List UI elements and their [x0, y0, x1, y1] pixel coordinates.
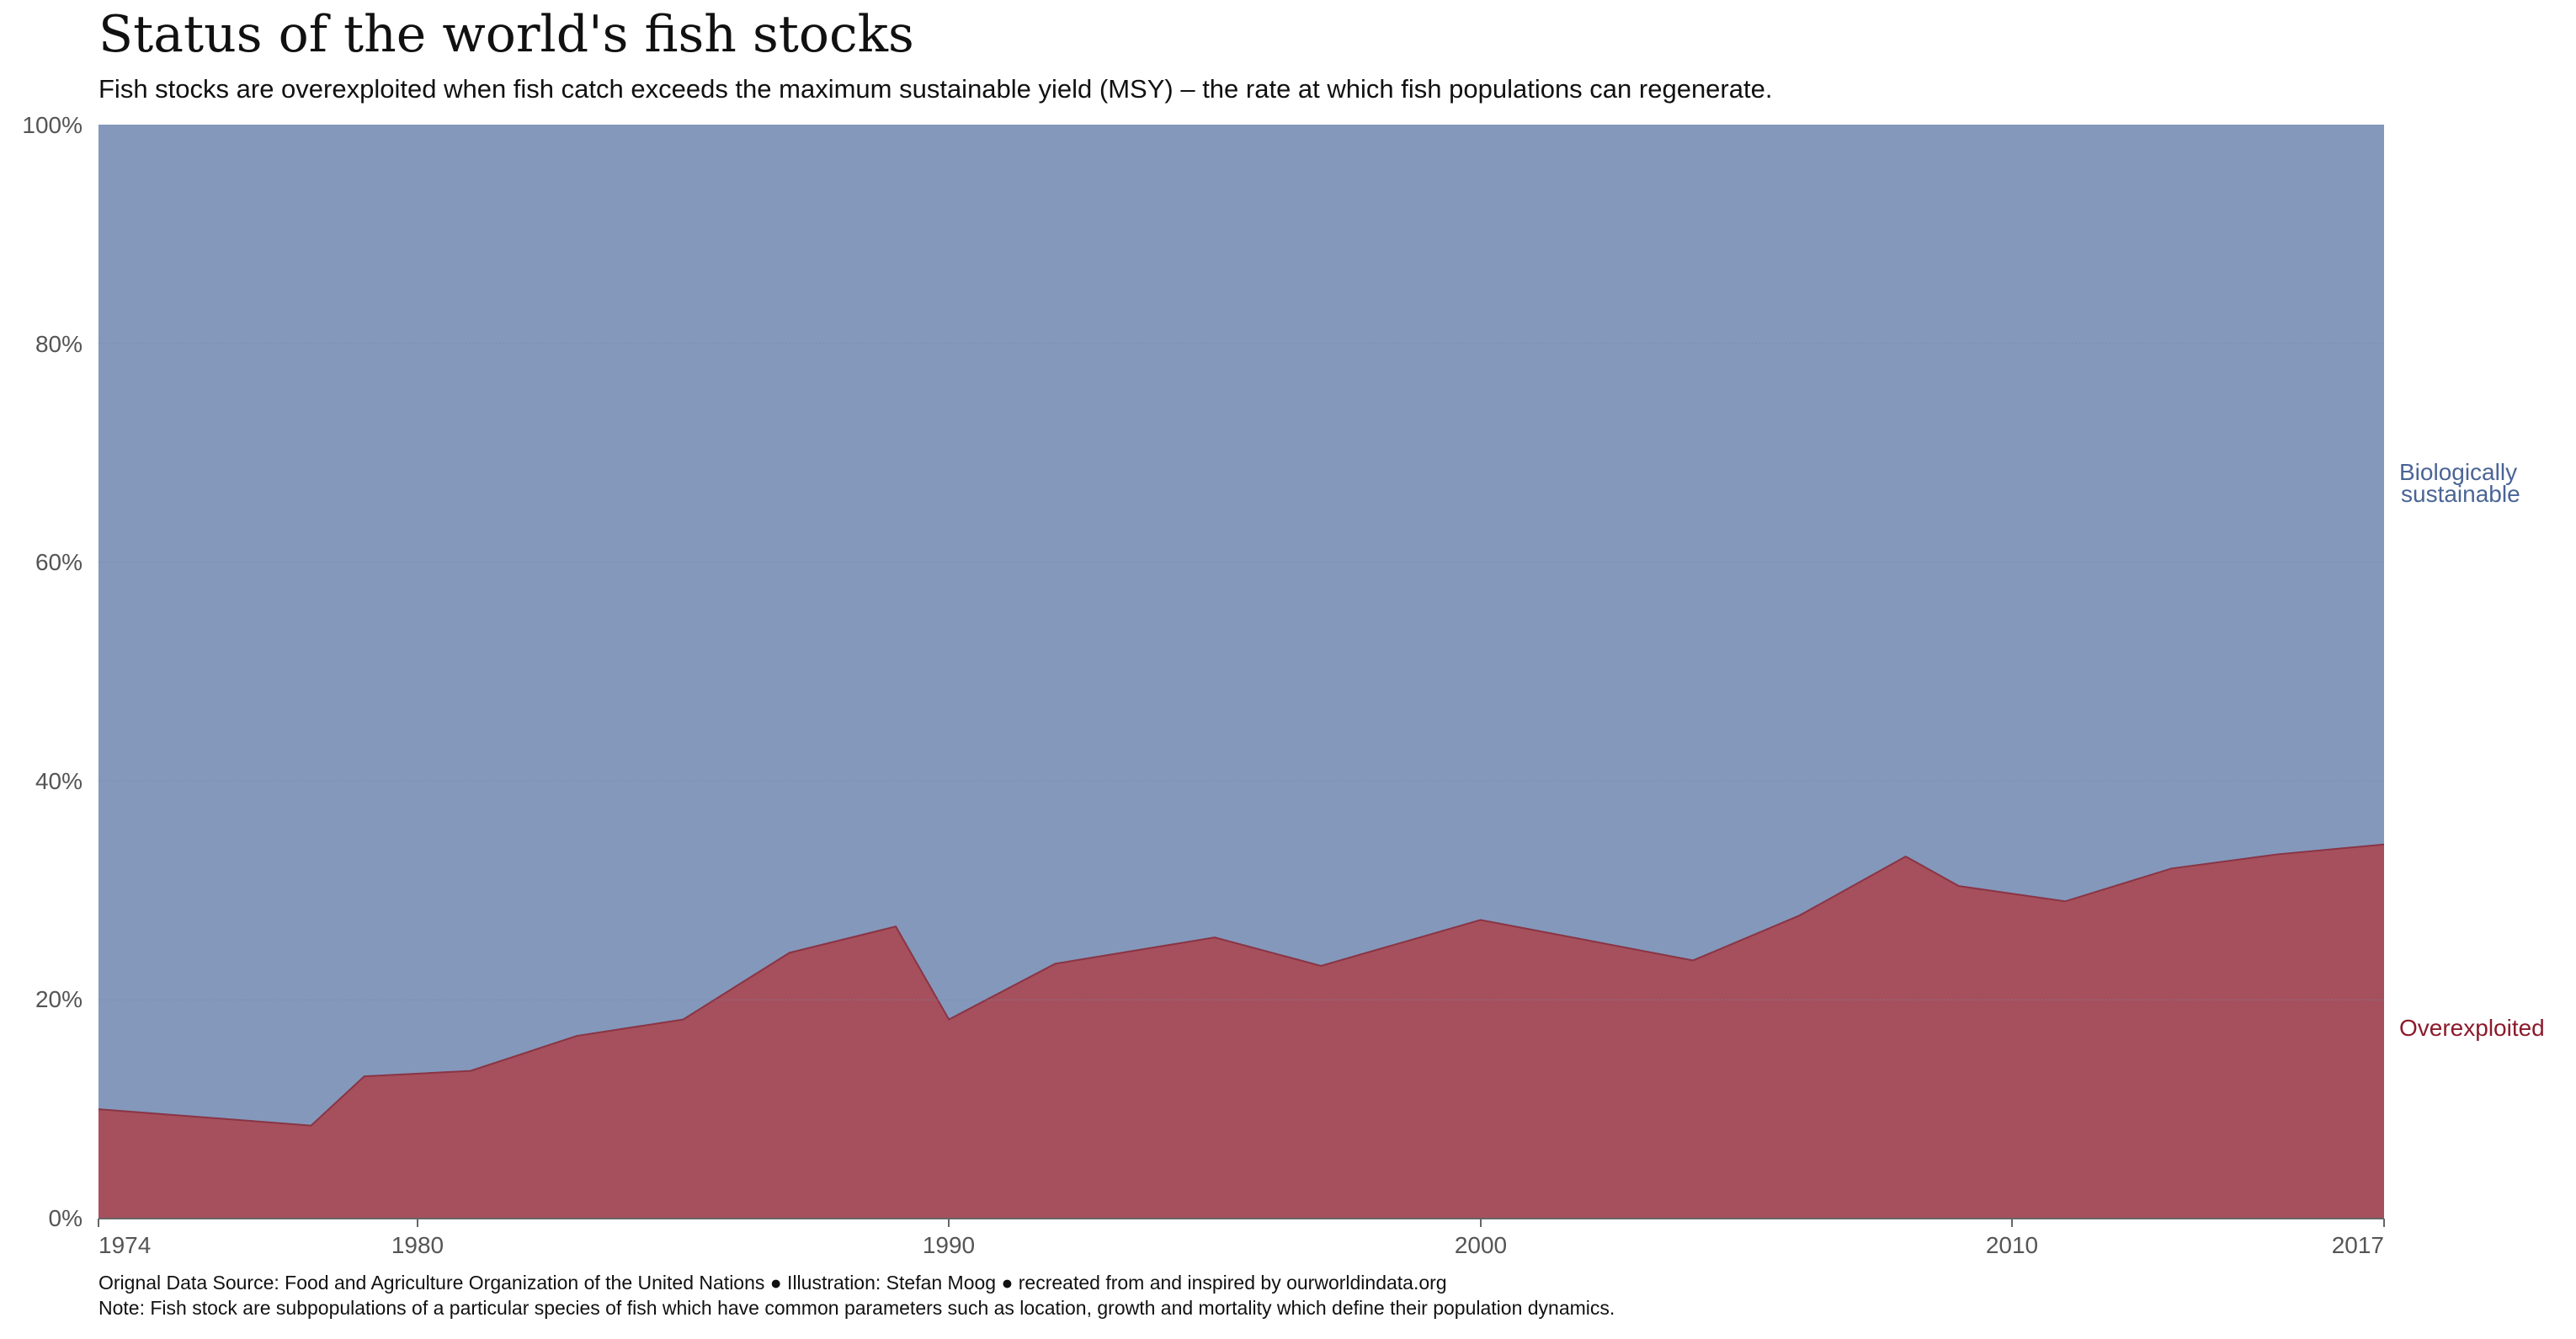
x-tick-label: 2010: [1986, 1232, 2038, 1258]
legend: Biologically sustainable Overexploited: [2399, 459, 2545, 1041]
x-tick-label: 1990: [923, 1232, 975, 1258]
x-tick-label: 2000: [1455, 1232, 1507, 1258]
x-tick-label: 1974: [98, 1232, 151, 1258]
x-tick-label: 2017: [2332, 1232, 2384, 1258]
y-axis: 0% 20% 40% 60% 80% 100%: [22, 112, 82, 1231]
series-line-overexploited: [98, 843, 2385, 1127]
y-tick-label: 80%: [35, 331, 82, 357]
legend-label-sustainable-line1: Biologically: [2399, 459, 2517, 485]
y-tick-label: 60%: [35, 549, 82, 575]
y-tick-label: 100%: [22, 112, 82, 138]
y-tick-label: 40%: [35, 768, 82, 794]
legend-label-sustainable: Biologically sustainable: [2399, 459, 2524, 507]
y-tick-label: 0%: [49, 1205, 82, 1231]
legend-label-sustainable-line2: sustainable: [2401, 481, 2520, 507]
legend-label-overexploited: Overexploited: [2399, 1015, 2545, 1041]
area-biologically-sustainable: [98, 125, 2384, 1126]
chart-subtitle: Fish stocks are overexploited when fish …: [98, 74, 1773, 104]
y-tick-label: 20%: [35, 986, 82, 1012]
grid-lines: [98, 343, 2384, 1000]
footer-note: Note: Fish stock are subpopulations of a…: [98, 1297, 1615, 1319]
chart-title: Status of the world's fish stocks: [98, 5, 914, 64]
plot-areas: [98, 125, 2385, 1219]
footer-source: Orignal Data Source: Food and Agricultur…: [98, 1272, 1447, 1294]
x-axis: 1974 1980 1990 2000 2010 2017: [98, 1218, 2385, 1258]
area-overexploited: [98, 844, 2384, 1219]
x-tick-label: 1980: [391, 1232, 444, 1258]
